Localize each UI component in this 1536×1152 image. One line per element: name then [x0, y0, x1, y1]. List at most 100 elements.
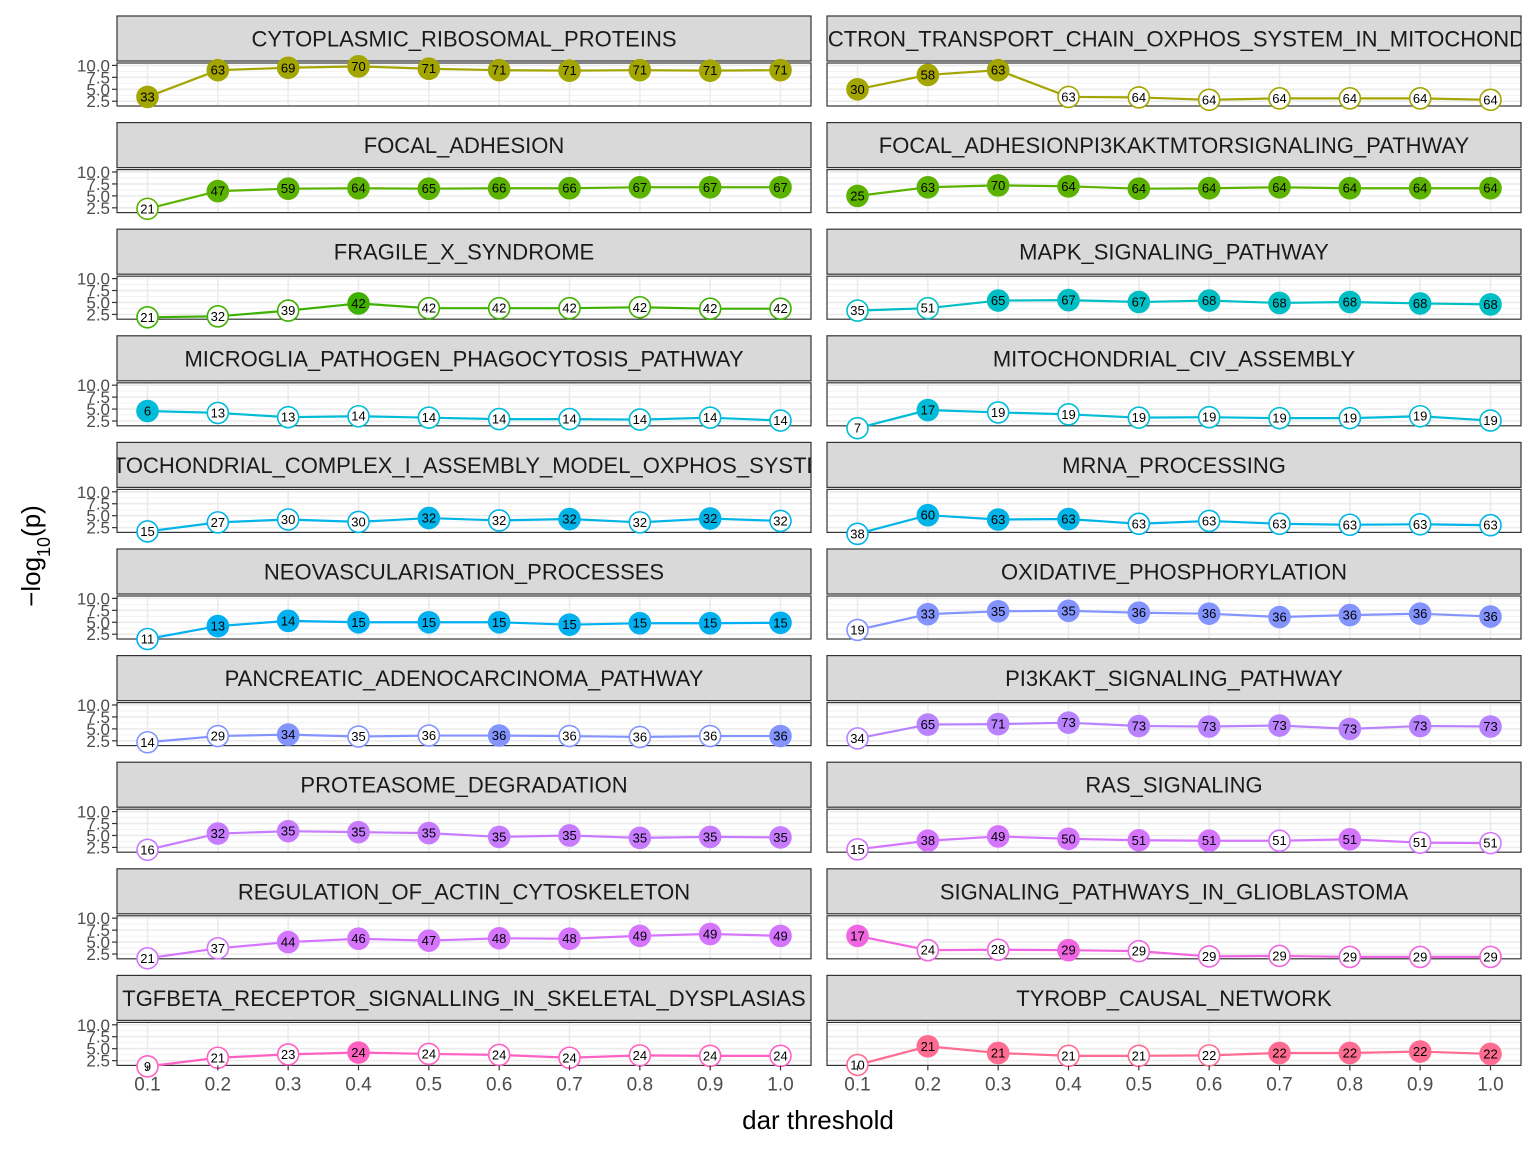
point-count-label: 29 [1272, 948, 1286, 963]
y-tick-label: 7.5 [86, 1028, 110, 1047]
panel: PANCREATIC_ADENOCARCINOMA_PATHWAY 2.55.07… [77, 654, 812, 754]
y-tick-label: 7.5 [86, 815, 110, 834]
point-count-label: 21 [140, 310, 154, 325]
point-count-label: 36 [1343, 608, 1357, 623]
data-point [1268, 87, 1291, 110]
y-tick-label: 10.0 [77, 696, 110, 715]
data-point [628, 924, 652, 948]
data-point [986, 174, 1010, 197]
point-count-label: 63 [1343, 517, 1357, 532]
plot-background [827, 1022, 1521, 1066]
point-count-label: 63 [1483, 518, 1497, 533]
data-point [1057, 403, 1080, 426]
data-point [1338, 603, 1362, 627]
point-count-label: 15 [703, 616, 717, 631]
data-point [698, 825, 722, 849]
panel-strip [116, 548, 812, 595]
data-point [1057, 827, 1080, 851]
point-count-label: 68 [1272, 295, 1286, 310]
point-count-label: 67 [703, 180, 717, 195]
data-point [417, 57, 441, 81]
point-count-label: 30 [850, 82, 864, 97]
point-count-label: 29 [1061, 943, 1075, 958]
panel: REGULATION_OF_ACTIN_CYTOSKELETON 2.55.07.… [77, 868, 812, 970]
point-count-label: 19 [991, 405, 1005, 420]
data-point [417, 177, 441, 201]
point-count-label: 63 [921, 180, 935, 195]
data-point [1197, 715, 1221, 738]
plot-background [827, 596, 1521, 639]
data-point [1268, 291, 1291, 315]
point-count-label: 6 [144, 403, 151, 418]
plot-background [117, 809, 811, 853]
point-count-label: 15 [850, 842, 864, 857]
data-point [698, 507, 722, 530]
data-point [1479, 88, 1502, 112]
panel: MRNA_PROCESSING 38 60 63 63 63 63 63 63 63 63 [826, 441, 1522, 546]
x-axis-title: dar threshold [742, 1105, 894, 1135]
data-point [276, 56, 300, 80]
plot-background [827, 809, 1521, 853]
data-point [347, 610, 370, 634]
y-tick-label: 7.5 [86, 601, 110, 620]
data-point [1338, 87, 1362, 110]
data-point [916, 713, 940, 736]
data-point [846, 838, 869, 861]
y-tick-label: 2.5 [86, 732, 110, 751]
point-count-label: 15 [633, 616, 647, 631]
point-count-label: 14 [703, 410, 717, 425]
series-line [147, 1051, 781, 1068]
panel-title: RAS_SIGNALING [1085, 773, 1262, 798]
data-point [206, 58, 230, 82]
point-count-label: 23 [281, 1047, 295, 1062]
point-count-label: 42 [703, 301, 717, 316]
plot-background [117, 596, 811, 639]
series-line [857, 514, 1491, 535]
data-point [558, 59, 581, 82]
data-point [1057, 288, 1080, 312]
panel-border [116, 808, 812, 853]
data-point [1338, 406, 1362, 430]
data-point [1408, 831, 1432, 854]
data-point [698, 611, 722, 635]
x-tick-label: 0.6 [486, 1074, 512, 1095]
panel: FRAGILE_X_SYNDROME 2.55.07.510.0 21 32 39 42 4… [77, 228, 812, 329]
data-point [487, 509, 511, 532]
point-count-label: 15 [422, 615, 436, 630]
plot-background [117, 1022, 811, 1066]
data-point [916, 398, 940, 422]
data-point [136, 197, 159, 221]
data-point [1268, 406, 1291, 430]
panel-strip [116, 761, 812, 808]
panel-border [116, 1021, 812, 1067]
point-count-label: 27 [211, 515, 225, 530]
data-point [1268, 512, 1291, 536]
panel-title: MITOCHONDRIAL_CIV_ASSEMBLY [993, 346, 1356, 371]
point-count-label: 36 [562, 729, 576, 744]
data-point [136, 305, 159, 329]
point-count-label: 47 [211, 184, 225, 199]
point-count-label: 70 [351, 59, 365, 74]
point-count-label: 73 [1061, 715, 1075, 730]
data-point [846, 924, 869, 948]
data-point [628, 611, 652, 635]
data-point [276, 508, 300, 531]
data-point [1479, 945, 1502, 969]
data-point [136, 627, 159, 651]
data-point [1127, 601, 1151, 625]
data-point [1479, 1042, 1502, 1066]
point-count-label: 32 [211, 826, 225, 841]
panel-title: REGULATION_OF_ACTIN_CYTOSKELETON [238, 879, 690, 904]
point-count-label: 73 [1132, 719, 1146, 734]
panel-title: MITOCHONDRIAL_COMPLEX_I_ASSEMBLY_MODEL_O… [88, 453, 839, 478]
x-tick-label: 0.2 [205, 1074, 231, 1095]
y-tick-label: 5.0 [86, 1040, 110, 1059]
data-point [276, 299, 300, 322]
data-point [628, 826, 652, 850]
panel-strip [826, 441, 1522, 488]
panel-border [826, 808, 1522, 853]
data-point [487, 407, 511, 431]
point-count-label: 29 [1343, 949, 1357, 964]
data-point [846, 1053, 869, 1077]
data-point [1057, 85, 1080, 109]
